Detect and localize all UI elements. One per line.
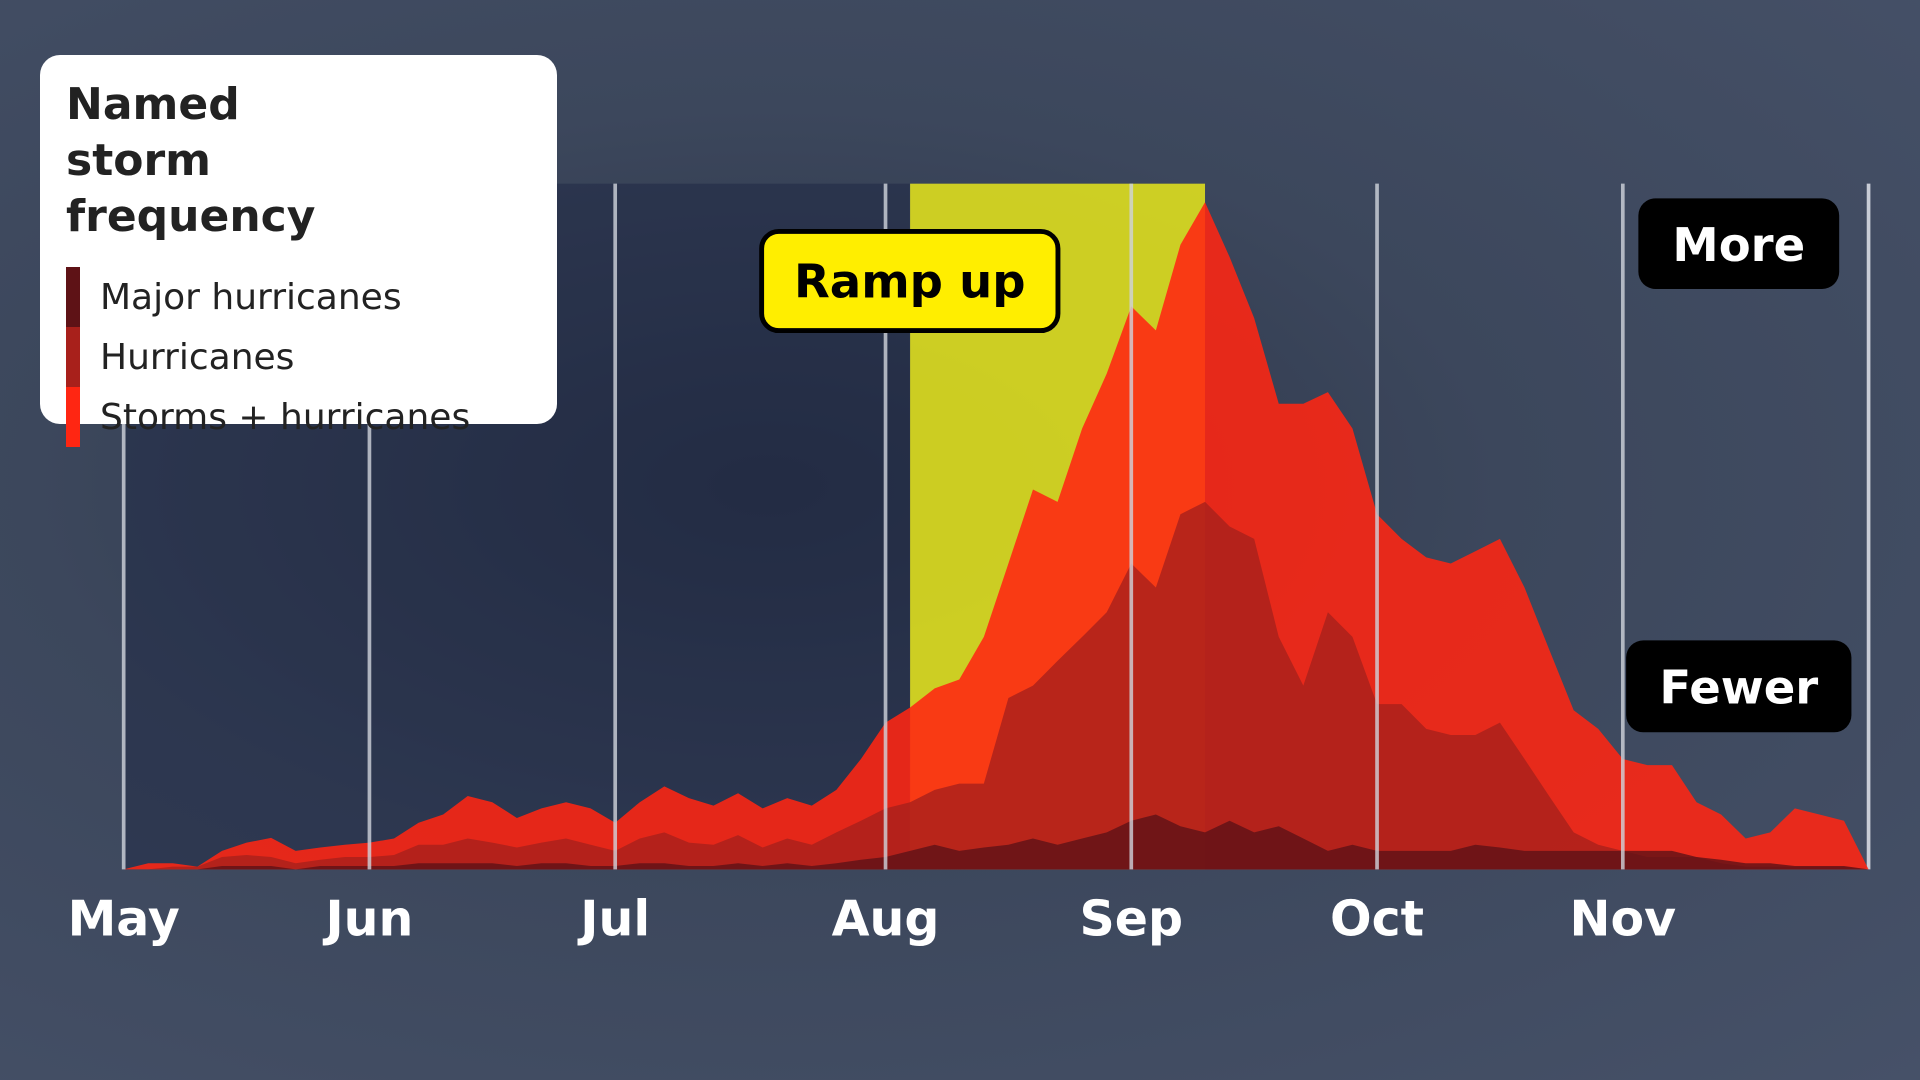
annotation: More — [1672, 218, 1805, 272]
x-tick-label: Jun — [322, 891, 413, 948]
legend-swatch — [66, 267, 80, 327]
annotation-box — [1626, 640, 1852, 733]
legend-item: Hurricanes — [66, 327, 531, 387]
legend-item: Major hurricanes — [66, 267, 531, 327]
legend-item: Storms + hurricanes — [66, 387, 531, 447]
x-tick-label: Aug — [832, 891, 940, 948]
highlight-label: Ramp up — [794, 255, 1026, 309]
highlight-label-box — [759, 228, 1061, 334]
legend-label: Storms + hurricanes — [100, 396, 471, 438]
annotation-box — [1638, 198, 1840, 289]
x-tick-label: Nov — [1570, 891, 1677, 948]
x-tick-label: Sep — [1080, 891, 1184, 948]
x-tick-label: May — [68, 891, 180, 948]
chart-title: Named storm frequency — [66, 79, 316, 242]
area — [123, 814, 1869, 870]
legend-swatch — [66, 327, 80, 387]
legend: Named storm frequency Major hurricanes Hu… — [40, 55, 557, 447]
area — [123, 501, 1869, 870]
legend-label: Hurricanes — [100, 336, 295, 378]
area — [123, 202, 1869, 870]
annotation: Fewer — [1659, 660, 1818, 714]
legend-label: Major hurricanes — [100, 276, 402, 318]
plot: May Jun Jul Aug Sep Oct Nov Ramp up More Fewer — [68, 183, 1869, 948]
x-tick-label: Oct — [1330, 891, 1424, 948]
x-tick-label: Jul — [577, 891, 650, 948]
legend-items: Major hurricanes Hurricanes Storms + hurri… — [66, 267, 531, 447]
legend-swatch — [66, 387, 80, 447]
